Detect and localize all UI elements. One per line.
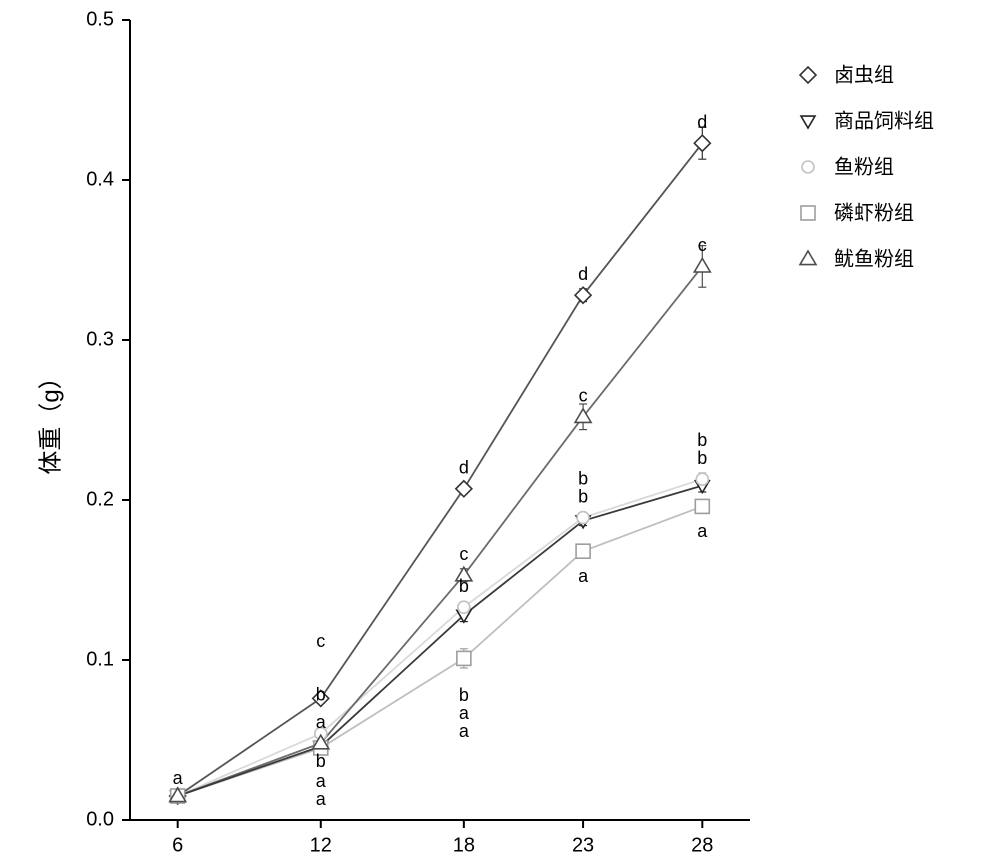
sig-letter: d	[578, 264, 588, 284]
y-tick-label: 0.4	[86, 168, 114, 190]
data-point-krill	[457, 651, 471, 665]
sig-letter: b	[459, 576, 469, 596]
sig-letter: a	[316, 789, 327, 809]
sig-letter: a	[459, 703, 470, 723]
x-tick-label: 23	[572, 834, 594, 856]
data-point-krill	[576, 544, 590, 558]
data-point-krill	[695, 499, 709, 513]
sig-letter: c	[459, 544, 468, 564]
line-chart: 0.00.10.20.30.40.5612182328体重（g）acbabaad…	[0, 0, 1000, 862]
data-point-fishmeal	[577, 512, 589, 524]
sig-letter: b	[578, 486, 588, 506]
sig-letter: d	[697, 112, 707, 132]
y-tick-label: 0.5	[86, 8, 114, 30]
legend-label: 鱼粉组	[834, 155, 894, 178]
x-tick-label: 18	[453, 834, 475, 856]
legend-label: 卤虫组	[834, 63, 894, 86]
sig-letter: c	[698, 235, 707, 255]
sig-letter: a	[316, 771, 327, 791]
y-tick-label: 0.0	[86, 808, 114, 830]
chart-container: 0.00.10.20.30.40.5612182328体重（g）acbabaad…	[0, 0, 1000, 862]
sig-letter: a	[459, 721, 470, 741]
sig-letter: a	[316, 712, 327, 732]
y-tick-label: 0.3	[86, 328, 114, 350]
legend-label: 商品饲料组	[834, 109, 934, 132]
y-axis-label: 体重（g）	[37, 365, 64, 474]
sig-letter: c	[316, 631, 325, 651]
x-tick-label: 6	[172, 834, 183, 856]
sig-letter: a	[578, 566, 589, 586]
sig-letter: c	[579, 386, 588, 406]
sig-letter: b	[459, 685, 469, 705]
sig-letter: b	[316, 751, 326, 771]
sig-letter: d	[459, 458, 469, 478]
sig-letter: b	[697, 448, 707, 468]
sig-letter: a	[173, 768, 184, 788]
x-tick-label: 12	[310, 834, 332, 856]
legend-label: 鱿鱼粉组	[834, 247, 914, 270]
legend-label: 磷虾粉组	[834, 201, 914, 224]
x-tick-label: 28	[691, 834, 713, 856]
data-point-fishmeal	[696, 473, 708, 485]
sig-letter: b	[578, 468, 588, 488]
y-tick-label: 0.2	[86, 488, 114, 510]
sig-letter: b	[316, 684, 326, 704]
sig-letter: a	[697, 521, 708, 541]
y-tick-label: 0.1	[86, 648, 114, 670]
sig-letter: b	[697, 430, 707, 450]
data-point-fishmeal	[458, 601, 470, 613]
